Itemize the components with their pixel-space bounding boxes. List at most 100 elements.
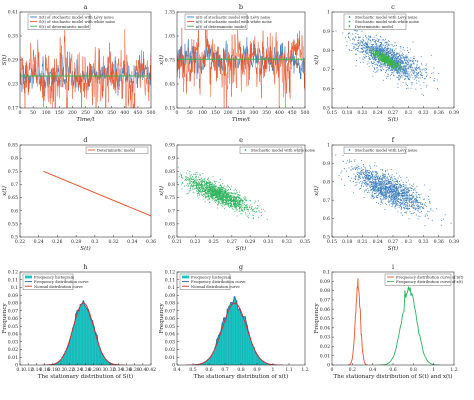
scatter-point xyxy=(392,46,394,48)
scatter-point xyxy=(426,206,428,208)
scatter-point xyxy=(210,196,212,197)
scatter-point xyxy=(379,53,381,55)
scatter-point xyxy=(189,186,191,188)
scatter-point xyxy=(379,189,381,191)
scatter-point xyxy=(383,54,385,56)
scatter-point xyxy=(199,175,201,177)
scatter-point xyxy=(372,194,374,196)
scatter-point xyxy=(384,185,386,187)
scatter-point xyxy=(392,191,394,193)
scatter-point xyxy=(415,67,417,68)
scatter-point xyxy=(402,62,404,64)
scatter-point xyxy=(384,194,386,196)
scatter-point xyxy=(192,185,194,187)
scatter-point xyxy=(419,197,421,199)
scatter-point xyxy=(237,201,239,203)
scatter-point xyxy=(386,53,388,55)
scatter-point xyxy=(375,49,377,51)
scatter-point xyxy=(433,67,435,69)
scatter-point xyxy=(363,191,365,193)
scatter-point xyxy=(394,69,396,71)
scatter-point xyxy=(199,193,201,195)
scatter-point xyxy=(398,61,400,62)
scatter-point xyxy=(191,177,193,179)
scatter-point xyxy=(202,187,204,189)
scatter-point xyxy=(212,196,214,198)
scatter-point xyxy=(401,59,402,61)
scatter-point xyxy=(204,182,206,184)
scatter-point xyxy=(405,187,407,189)
scatter-point xyxy=(381,181,383,183)
scatter-point xyxy=(378,56,380,58)
scatter-point xyxy=(224,202,226,204)
scatter-point xyxy=(261,211,263,213)
scatter-point xyxy=(409,79,411,81)
scatter-point xyxy=(378,190,380,192)
scatter-point xyxy=(375,165,377,167)
scatter-point xyxy=(375,179,377,181)
scatter-point xyxy=(254,211,256,212)
scatter-point xyxy=(368,175,369,176)
scatter-point xyxy=(398,198,400,200)
scatter-point xyxy=(421,74,423,76)
scatter-point xyxy=(232,194,234,196)
scatter-point xyxy=(401,206,403,208)
scatter-point xyxy=(375,50,376,52)
scatter-point xyxy=(191,179,193,180)
y-tick-label: 0.9 xyxy=(323,161,330,167)
scatter-point xyxy=(224,190,226,192)
scatter-point xyxy=(393,49,395,51)
scatter-point xyxy=(388,189,390,191)
scatter-point xyxy=(410,81,412,83)
scatter-point xyxy=(366,174,368,176)
scatter-point xyxy=(240,213,242,215)
scatter-point xyxy=(236,190,237,192)
scatter-point xyxy=(416,79,418,81)
scatter-point xyxy=(349,32,351,34)
scatter-point xyxy=(216,191,218,192)
scatter-point xyxy=(391,48,393,50)
scatter-point xyxy=(224,193,226,195)
scatter-point xyxy=(395,192,397,193)
scatter-point xyxy=(395,178,397,180)
scatter-point xyxy=(230,199,232,201)
scatter-point xyxy=(404,192,406,194)
scatter-point xyxy=(212,186,214,188)
scatter-point xyxy=(382,56,384,58)
scatter-point xyxy=(235,201,237,203)
scatter-point xyxy=(412,60,414,62)
scatter-point xyxy=(403,56,405,58)
scatter-point xyxy=(385,191,387,193)
scatter-point xyxy=(394,181,396,183)
scatter-point xyxy=(257,207,259,209)
scatter-point xyxy=(371,192,373,194)
scatter-point xyxy=(393,193,395,195)
scatter-point xyxy=(229,198,231,200)
scatter-point xyxy=(367,45,369,47)
scatter-point xyxy=(219,196,221,198)
scatter-point xyxy=(388,179,390,181)
scatter-point xyxy=(187,177,189,179)
scatter-point xyxy=(390,182,392,184)
scatter-point xyxy=(396,193,398,195)
scatter-point xyxy=(407,187,408,189)
scatter-point xyxy=(231,199,233,201)
scatter-point xyxy=(366,46,368,48)
scatter-point xyxy=(386,59,388,61)
scatter-point xyxy=(380,202,382,203)
legend: Stochastic model with white noise xyxy=(239,146,315,154)
scatter-point xyxy=(229,195,231,197)
scatter-point xyxy=(359,168,361,170)
scatter-point xyxy=(374,190,376,192)
scatter-point xyxy=(397,61,398,63)
scatter-point xyxy=(405,62,407,64)
scatter-point xyxy=(212,187,213,189)
scatter-point xyxy=(427,210,429,212)
scatter-point xyxy=(412,195,414,197)
scatter-point xyxy=(394,60,396,61)
scatter-point xyxy=(381,192,383,194)
scatter-point xyxy=(417,218,419,220)
scatter-point xyxy=(211,192,213,194)
x-axis-label: Time/t xyxy=(76,117,95,123)
scatter-point xyxy=(391,183,393,185)
